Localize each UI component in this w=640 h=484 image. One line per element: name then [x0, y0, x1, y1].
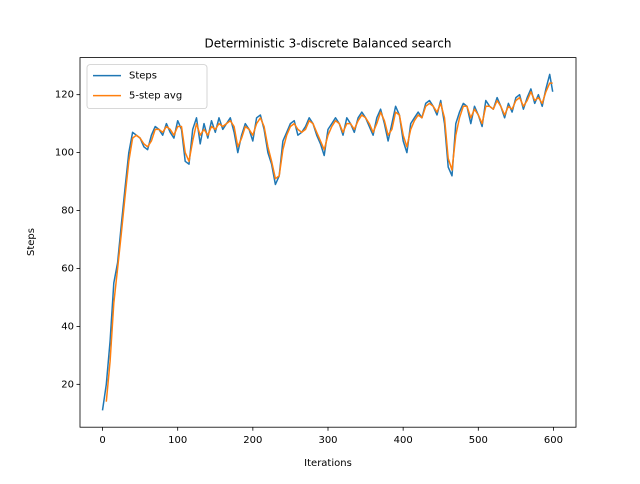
legend-label: 5-step avg	[129, 91, 182, 102]
y-tick-label: 60	[61, 263, 74, 274]
y-axis-label: Steps	[26, 228, 37, 256]
x-tick-label: 200	[243, 435, 262, 446]
y-tick-label: 40	[61, 321, 74, 332]
x-tick-label: 300	[318, 435, 337, 446]
x-tick-label: 0	[99, 435, 105, 446]
y-tick-label: 20	[61, 379, 74, 390]
x-tick-label: 500	[469, 435, 488, 446]
y-tick-label: 120	[55, 90, 74, 101]
x-tick-label: 600	[544, 435, 563, 446]
x-axis-label: Iterations	[304, 458, 352, 469]
chart-title: Deterministic 3-discrete Balanced search	[205, 37, 452, 51]
y-tick-label: 100	[55, 148, 74, 159]
legend-label: Steps	[129, 71, 157, 82]
series-line	[105, 82, 553, 402]
x-tick-label: 400	[394, 435, 413, 446]
y-tick-label: 80	[61, 206, 74, 217]
plot-frame	[79, 57, 577, 428]
x-tick-label: 100	[168, 435, 187, 446]
